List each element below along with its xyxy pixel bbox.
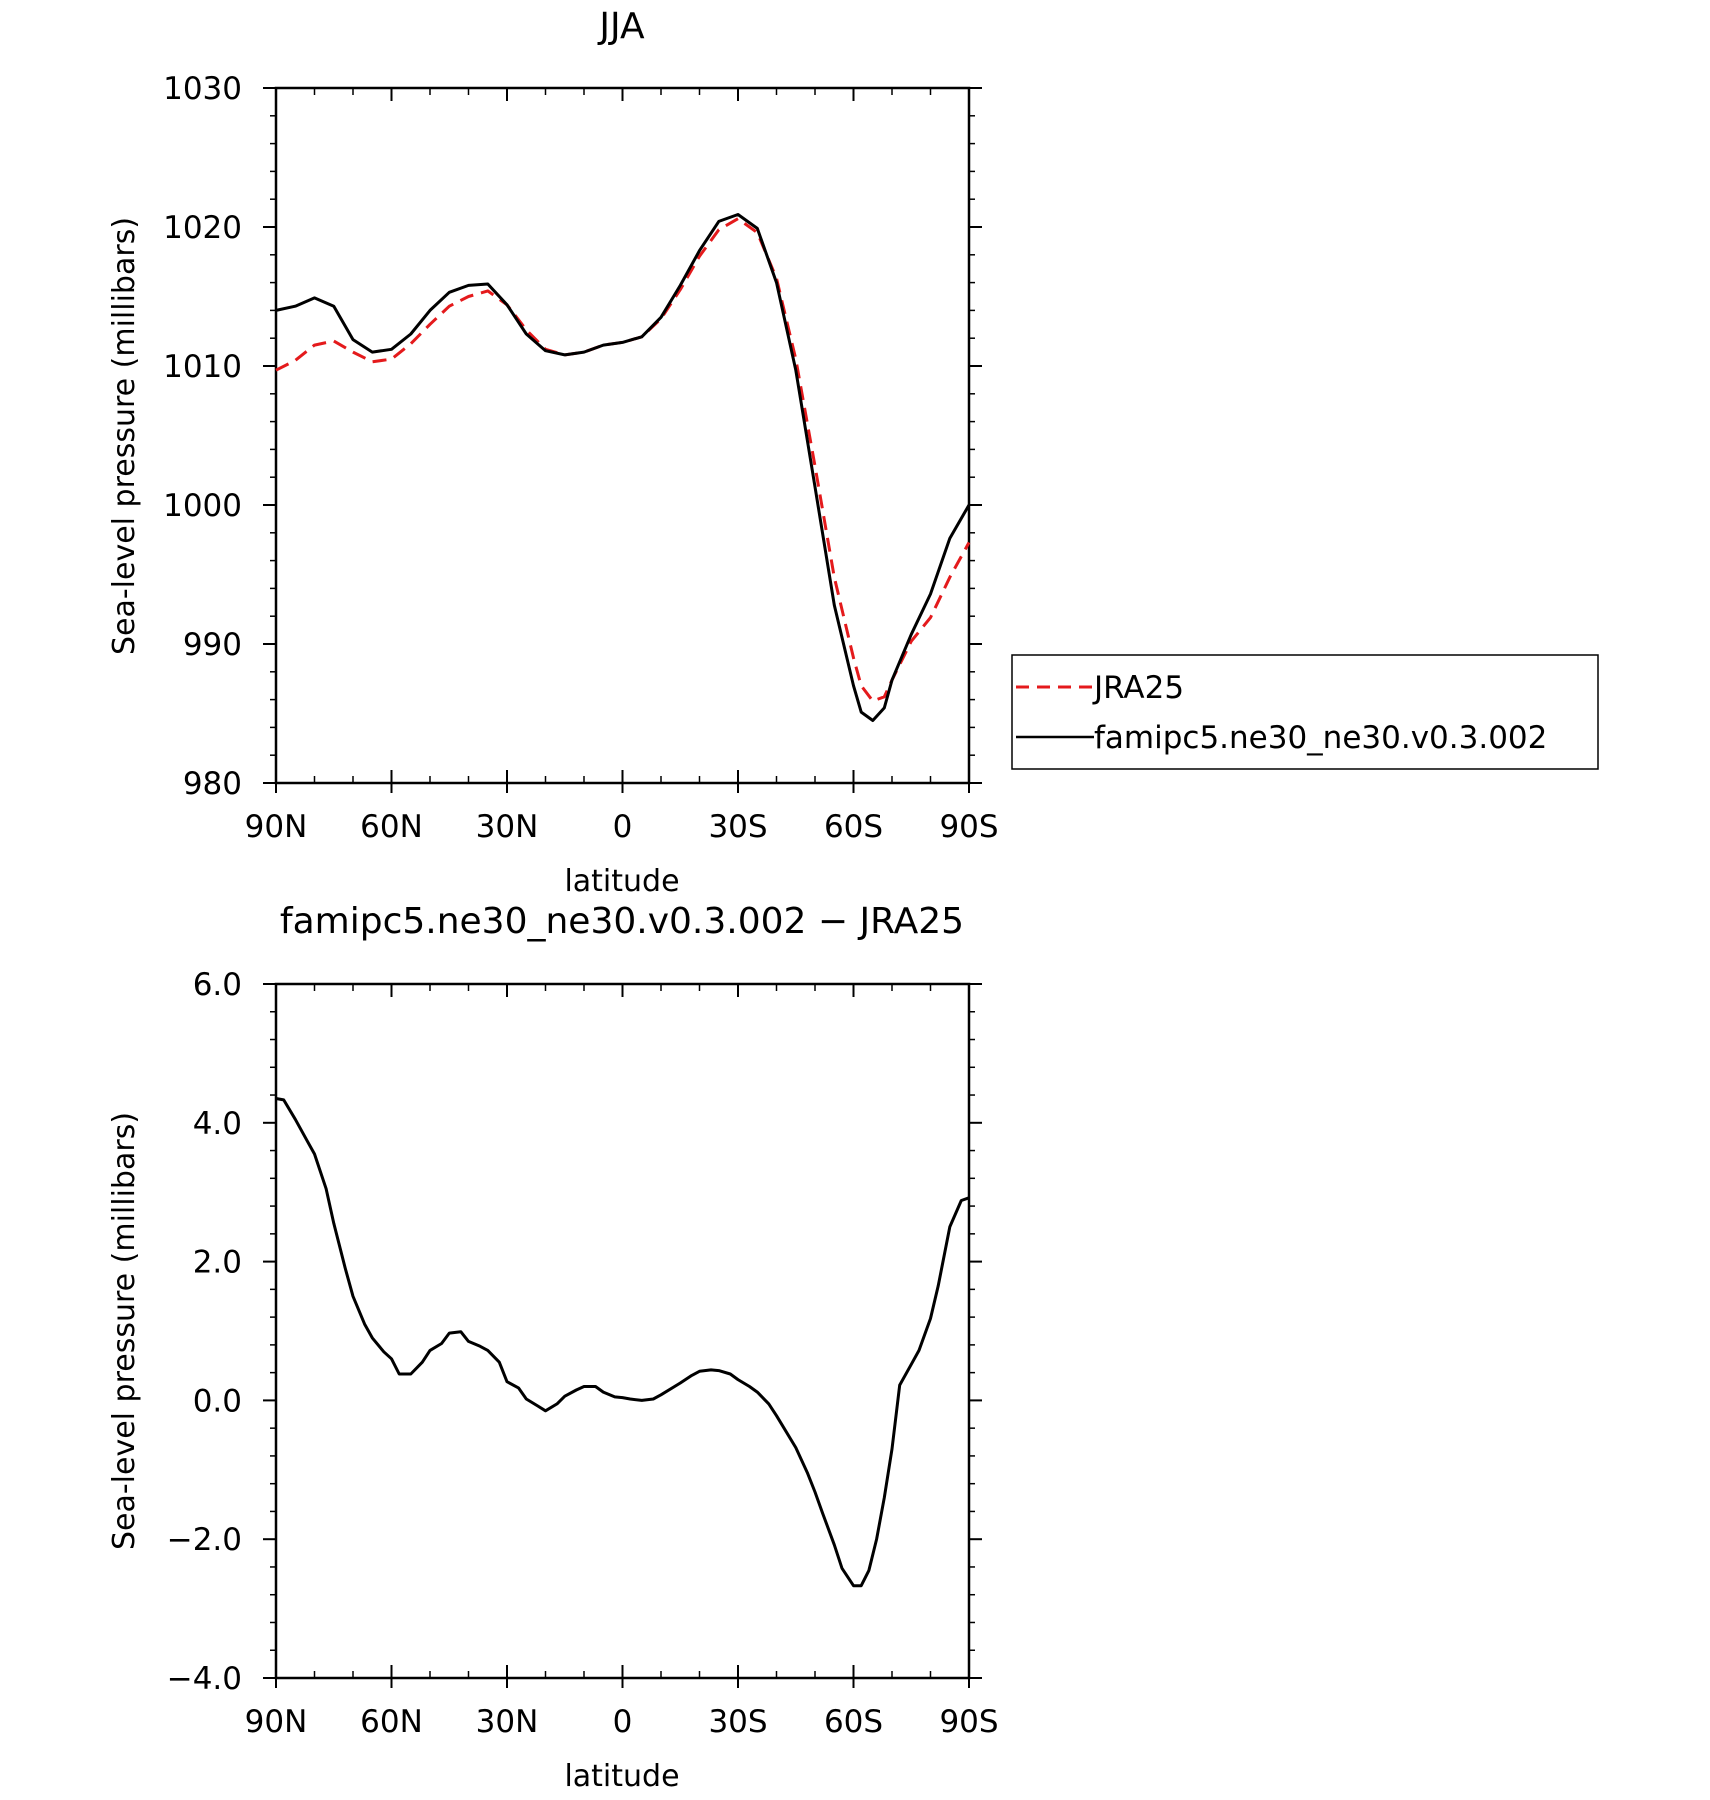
x-tick-label: 90S bbox=[939, 809, 998, 845]
legend: JRA25 famipc5.ne30_ne30.v0.3.002 bbox=[1011, 654, 1599, 770]
x-tick-label: 90N bbox=[245, 1704, 308, 1740]
x-tick-labels: 90N 60N 30N 0 30S 60S 90S bbox=[245, 809, 999, 845]
axis-ticks bbox=[263, 983, 982, 1688]
legend-label-jra25: JRA25 bbox=[1092, 670, 1184, 706]
y-tick-label: 1020 bbox=[163, 210, 242, 246]
y-tick-label: 2.0 bbox=[193, 1245, 242, 1281]
plot-title-jja: JJA bbox=[597, 6, 645, 47]
x-tick-label: 90N bbox=[245, 809, 308, 845]
y-tick-label: 980 bbox=[183, 766, 242, 802]
x-axis-title: latitude bbox=[564, 1759, 679, 1794]
y-tick-label: 0.0 bbox=[193, 1383, 242, 1419]
y-axis-title: Sea-level pressure (millibars) bbox=[107, 217, 142, 655]
slp-line-plot: JJA 980 990 1000 1010 1020 1030 90N 60N 30N 0 30S… bbox=[107, 6, 1599, 899]
y-tick-labels: 980 990 1000 1010 1020 1030 bbox=[163, 71, 242, 802]
series-line-jra25 bbox=[275, 217, 971, 703]
series-layer bbox=[275, 213, 971, 722]
axis-ticks bbox=[263, 87, 982, 793]
x-tick-label: 60S bbox=[824, 809, 883, 845]
y-axis-title: Sea-level pressure (millibars) bbox=[107, 1112, 142, 1550]
plot-frame bbox=[274, 982, 971, 1680]
y-tick-label: 1010 bbox=[163, 349, 242, 385]
x-tick-label: 30N bbox=[476, 809, 539, 845]
x-tick-labels: 90N 60N 30N 0 30S 60S 90S bbox=[245, 1704, 999, 1740]
x-tick-label: 30S bbox=[708, 1704, 767, 1740]
series-line-famipc5-ne30-ne30-v0-3-002 bbox=[275, 213, 971, 722]
y-tick-label: 4.0 bbox=[193, 1106, 242, 1142]
plot-frame bbox=[274, 86, 971, 785]
plot-title-difference: famipc5.ne30_ne30.v0.3.002 − JRA25 bbox=[280, 901, 964, 942]
y-tick-label: 1030 bbox=[163, 71, 242, 107]
x-tick-label: 30N bbox=[476, 1704, 539, 1740]
y-tick-label: −2.0 bbox=[167, 1522, 242, 1558]
y-tick-label: −4.0 bbox=[167, 1661, 242, 1697]
slp-difference-plot: famipc5.ne30_ne30.v0.3.002 − JRA25 −4.0−… bbox=[107, 901, 999, 1794]
x-tick-label: 0 bbox=[613, 1704, 633, 1740]
series-layer bbox=[275, 1097, 970, 1588]
legend-label-famipc5: famipc5.ne30_ne30.v0.3.002 bbox=[1094, 720, 1547, 756]
x-tick-label: 60S bbox=[824, 1704, 883, 1740]
x-tick-label: 30S bbox=[708, 809, 767, 845]
legend-box bbox=[1011, 654, 1599, 770]
x-tick-label: 60N bbox=[360, 809, 423, 845]
x-axis-title: latitude bbox=[564, 864, 679, 899]
series-line-famipc5-ne30-ne30-v0-3-002-jra25 bbox=[275, 1097, 970, 1588]
y-tick-label: 1000 bbox=[163, 488, 242, 524]
x-tick-label: 60N bbox=[360, 1704, 423, 1740]
y-tick-label: 990 bbox=[183, 627, 242, 663]
y-tick-labels: −4.0 −2.0 0.0 2.0 4.0 6.0 bbox=[167, 967, 242, 1697]
y-tick-label: 6.0 bbox=[193, 967, 242, 1003]
x-tick-label: 0 bbox=[613, 809, 633, 845]
x-tick-label: 90S bbox=[939, 1704, 998, 1740]
